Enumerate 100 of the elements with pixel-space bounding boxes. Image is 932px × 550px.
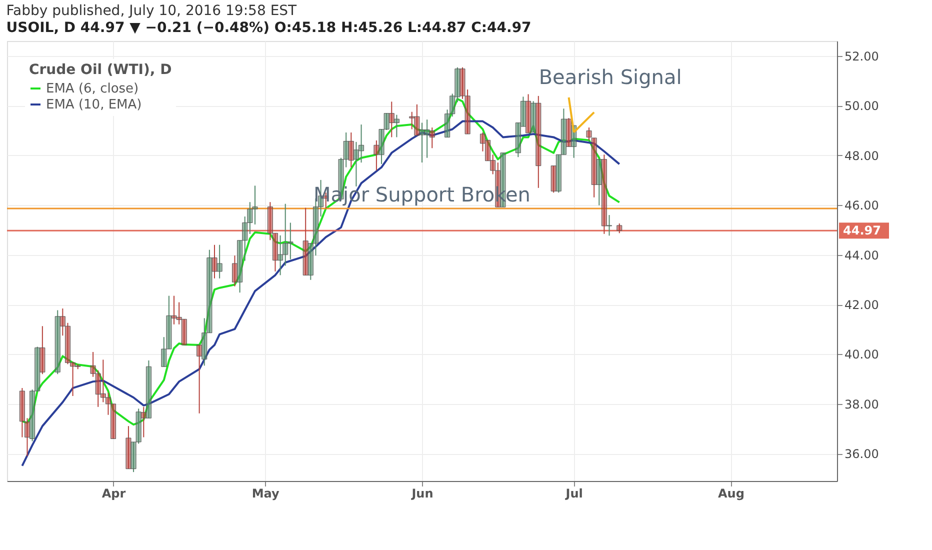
candlestick	[232, 255, 238, 287]
legend-title: Crude Oil (WTI), D	[29, 62, 172, 78]
candlestick	[278, 234, 284, 276]
candlestick	[530, 100, 536, 133]
candlestick	[409, 111, 415, 130]
candlestick	[95, 370, 101, 408]
y-tick-label: 48.00	[844, 148, 879, 163]
candlestick	[202, 318, 208, 366]
y-tick-label: 36.00	[844, 447, 879, 462]
candlestick	[24, 418, 30, 457]
candlestick	[348, 132, 354, 168]
candlestick	[212, 244, 218, 279]
candlestick	[419, 122, 425, 164]
candlestick	[596, 158, 602, 206]
candlestick	[181, 318, 187, 346]
candlestick	[560, 108, 566, 156]
candlestick	[394, 114, 400, 138]
candlestick	[414, 104, 420, 136]
candlestick	[75, 364, 81, 370]
chart-subtitle: USOIL, D 44.97 ▼ −0.21 (−0.48%) O:45.18 H:45.26 L:44.87 C:44.97	[6, 20, 532, 36]
candlestick	[272, 232, 278, 272]
candlestick	[343, 132, 349, 168]
x-tick-label: Jul	[564, 486, 583, 500]
x-tick-label: Aug	[718, 486, 744, 500]
x-tick-label: Jun	[410, 486, 434, 500]
candlestick	[288, 222, 294, 260]
candlestick	[490, 154, 496, 175]
candlestick	[601, 154, 607, 234]
legend-label: EMA (6, close)	[46, 82, 139, 96]
candlestick	[444, 109, 450, 138]
candlestick	[267, 202, 273, 241]
candlestick	[19, 388, 25, 438]
candlestick	[90, 351, 96, 378]
candlestick	[30, 389, 36, 442]
candlestick	[161, 336, 167, 368]
candlestick	[242, 216, 248, 262]
candlestick	[166, 295, 172, 350]
candlestick	[237, 240, 243, 294]
candlestick	[60, 308, 66, 336]
candlestick	[480, 132, 486, 152]
candlestick	[40, 326, 46, 375]
y-tick-label: 38.00	[844, 397, 879, 412]
y-tick-label: 44.00	[844, 248, 879, 262]
candlestick	[140, 406, 146, 438]
y-tick-label: 52.00	[844, 49, 879, 64]
candlestick	[216, 244, 222, 279]
ref-line-label: 44.97	[843, 224, 881, 238]
candlestick	[206, 249, 212, 334]
chart-title: Fabby published, July 10, 2016 19:58 EST	[6, 3, 298, 19]
y-tick-label: 42.00	[844, 298, 879, 312]
candlestick	[586, 127, 592, 141]
candlestick	[384, 112, 390, 130]
candlestick	[424, 119, 430, 158]
line-series	[21, 120, 620, 467]
candlestick	[34, 346, 40, 392]
annotation: Bearish Signal	[538, 65, 682, 90]
candlestick	[64, 322, 70, 365]
y-tick-label: 40.00	[844, 348, 879, 362]
candlestick	[616, 222, 622, 234]
candlestick	[606, 214, 612, 236]
legend-label: EMA (10, EMA)	[46, 98, 142, 112]
candlestick	[454, 66, 460, 103]
candlestick	[358, 124, 364, 164]
candlestick	[54, 310, 60, 375]
y-tick-label: 50.00	[844, 99, 879, 114]
candlestick	[591, 137, 597, 198]
candlestick	[464, 88, 470, 134]
candlestick	[485, 140, 491, 162]
x-tick-label: Apr	[102, 486, 126, 500]
x-tick-label: May	[252, 486, 280, 500]
candlestick	[196, 344, 202, 414]
candlestick	[429, 127, 435, 149]
candlestick	[460, 66, 466, 100]
candlestick	[110, 403, 116, 440]
candlestick	[526, 94, 532, 134]
candlestick	[536, 95, 542, 188]
candlestick	[520, 96, 526, 128]
candlestick	[378, 128, 384, 165]
candlestick	[374, 140, 380, 172]
candlestick	[70, 361, 76, 396]
candlestick	[176, 302, 182, 325]
candlestick	[282, 203, 288, 266]
candlestick	[550, 165, 556, 194]
candlestick	[308, 242, 314, 280]
candlestick	[515, 122, 521, 158]
candlestick	[353, 141, 359, 187]
candlestick	[126, 426, 132, 470]
candlestick	[556, 154, 562, 194]
candlestick	[388, 101, 394, 138]
candlestick	[252, 185, 258, 225]
candlestick	[450, 93, 456, 118]
candlestick	[146, 360, 152, 419]
candlestick	[136, 408, 142, 444]
candlestick	[171, 295, 177, 325]
candlestick	[100, 359, 106, 403]
candlestick	[105, 392, 111, 416]
candlestick	[247, 202, 253, 234]
y-tick-label: 46.00	[844, 198, 879, 213]
candlestick	[130, 441, 136, 473]
candlestick	[302, 207, 308, 276]
